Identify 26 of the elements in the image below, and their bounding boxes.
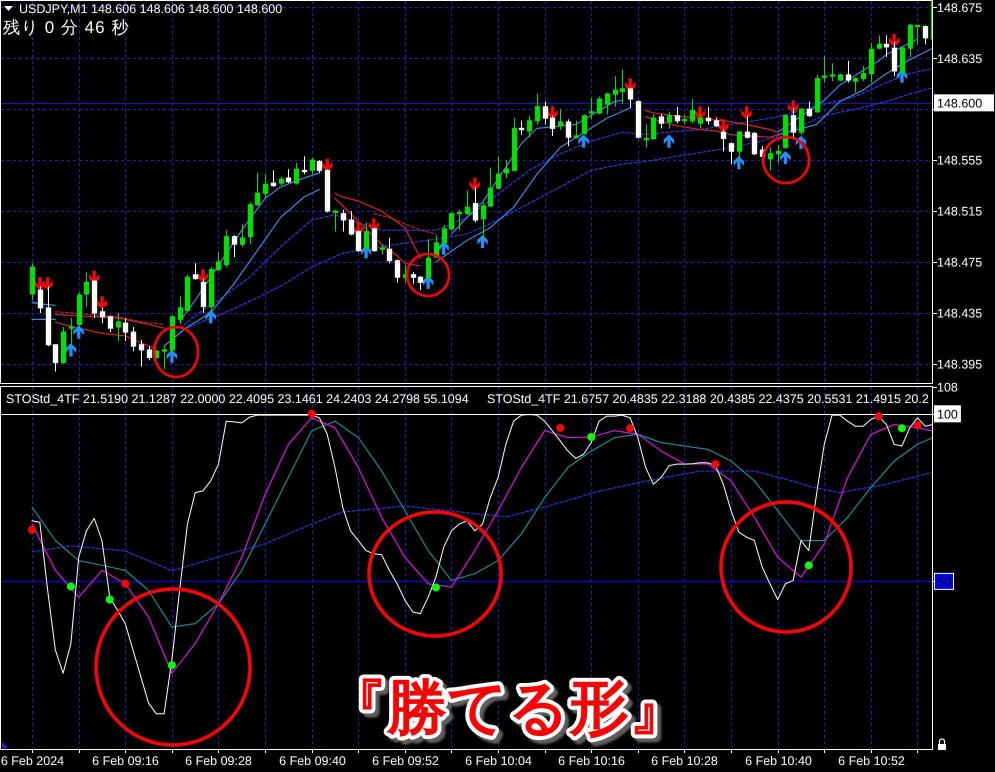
x-tick-label: 6 Feb 09:16 [92, 754, 159, 768]
chart-title: USDJPY,M1 148.606 148.606 148.600 148.600 [19, 2, 282, 16]
chart-title: STOStd_4TF 21.5190 21.1287 22.0000 22.4095 23.1461 24.2403 24.2798 55.1094 [6, 392, 469, 406]
x-tick-label: 6 Feb 09:40 [279, 754, 346, 768]
y-tick-label: 148.435 [937, 306, 982, 320]
x-tick-label: 6 Feb 2024 [0, 754, 64, 768]
annotation: 『勝てる形』 [327, 674, 689, 741]
x-tick-label: 6 Feb 09:28 [185, 754, 252, 768]
y-tick-label: 108 [937, 380, 958, 394]
y-tick-label: 148.515 [937, 204, 982, 219]
y-tick-label: 148.635 [937, 52, 982, 66]
x-tick-label: 6 Feb 10:52 [838, 754, 905, 768]
y-tick-label: 148.555 [937, 154, 982, 168]
x-tick-label: 6 Feb 10:40 [745, 754, 812, 768]
chart-subtitle: STOStd_4TF 21.6757 20.4835 22.3188 20.4385 22.4375 20.5531 21.4915 20.2 [487, 392, 929, 406]
y-tick-label: 50 [937, 574, 951, 589]
y-tick-label: 148.395 [937, 357, 982, 372]
y-tick-label: 148.475 [937, 256, 982, 270]
y-tick-label: 148.675 [937, 0, 982, 15]
ref-line-label: 148.600 [937, 96, 982, 110]
y-tick-label: 100 [937, 407, 958, 422]
x-tick-label: 6 Feb 10:04 [465, 754, 532, 768]
x-tick-label: 6 Feb 10:16 [558, 754, 625, 768]
annotation: 残り 0 分 46 秒 [3, 18, 130, 37]
x-tick-label: 6 Feb 10:28 [651, 754, 718, 768]
x-tick-label: 6 Feb 09:52 [372, 754, 439, 768]
